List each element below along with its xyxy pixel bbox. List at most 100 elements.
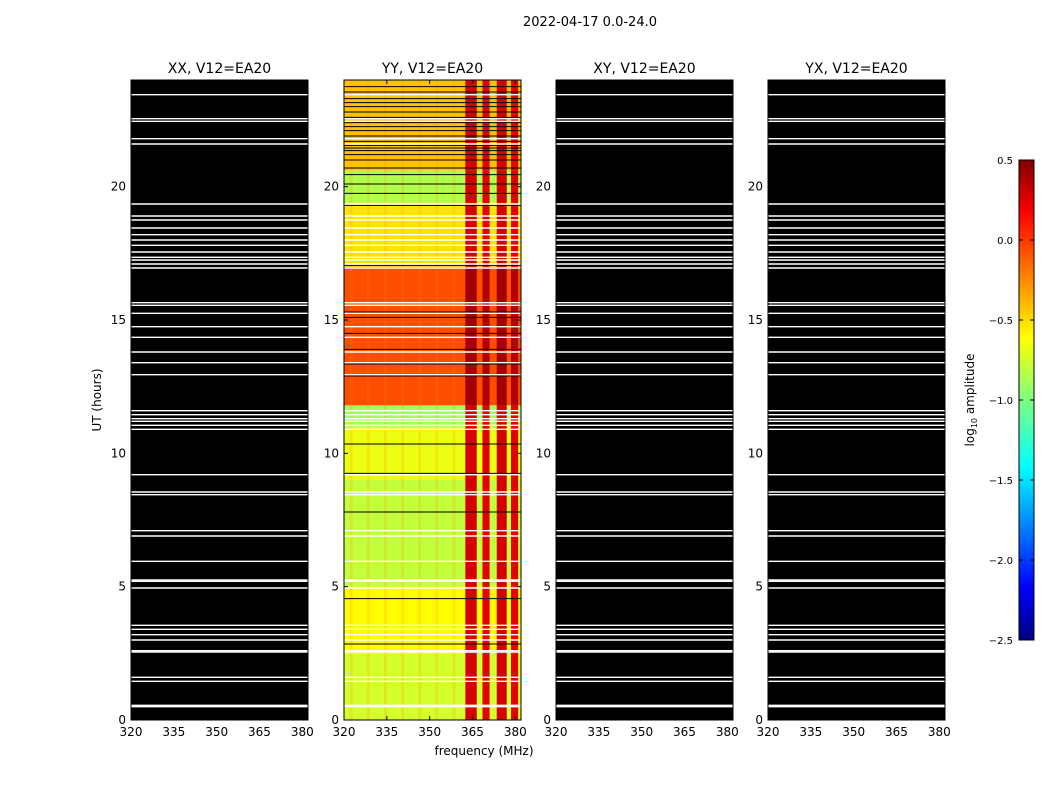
y-tick-label: 10: [324, 446, 339, 460]
hot-channel-cell: [511, 586, 519, 654]
heat-block: [344, 170, 521, 203]
yy-profile: [344, 80, 521, 720]
hot-channel-cell: [496, 586, 507, 654]
hot-channel-cell: [511, 653, 519, 720]
heat-block: [344, 405, 521, 427]
heat-block: [344, 266, 521, 406]
colorbar-tick-label: 0.5: [997, 156, 1013, 167]
y-tick-label: 0: [543, 713, 551, 727]
panel-frame: [130, 79, 309, 721]
colorbar-tick-label: −0.5: [989, 316, 1013, 327]
x-tick-label: 380: [291, 725, 314, 739]
hot-channel-cell: [496, 480, 507, 587]
heat-block: [344, 653, 521, 720]
colorbar-tick-label: −2.5: [989, 636, 1013, 647]
hot-channel-cell: [496, 170, 507, 203]
hot-channel-cell: [482, 170, 490, 203]
x-tick-label: 350: [842, 725, 865, 739]
texture-strip: [452, 80, 456, 720]
x-tick-label: 380: [504, 725, 527, 739]
x-tick-label: 350: [205, 725, 228, 739]
hot-channel-cell: [465, 266, 477, 406]
yy-black-rows: [344, 86, 521, 645]
colorbar: 0.5 0.0 −0.5 −1.0 −1.5 −2.0 −2.5 log10 amplitu…: [963, 156, 1035, 647]
y-tick-label: 15: [324, 313, 339, 327]
panel-title: XX, V12=EA20: [168, 61, 271, 77]
hot-channel-cell: [511, 80, 519, 171]
y-tick-label: 10: [111, 446, 126, 460]
hot-channel-cell: [465, 405, 477, 427]
gap-lines: [344, 93, 521, 708]
hot-channel-cell: [482, 586, 490, 654]
panel: YY, V12=EA20 320 335 350 365 380 0 5 10 15 20: [324, 61, 527, 739]
x-tick-label: 350: [418, 725, 441, 739]
hot-channel-cell: [496, 266, 507, 406]
x-tick-label: 320: [757, 725, 780, 739]
panel: XX, V12=EA20 320 335 350 365 380 0 5 10 15 20: [111, 61, 314, 739]
hot-channel-cell: [465, 653, 477, 720]
yy-texture: [349, 80, 456, 720]
panel-frame: [343, 79, 522, 721]
colorbar-ticks: 0.5 0.0 −0.5 −1.0 −1.5 −2.0 −2.5: [989, 156, 1034, 647]
texture-strip: [418, 80, 422, 720]
y-tick-label: 5: [543, 580, 551, 594]
panel-frame: [767, 79, 946, 721]
hot-channel-cell: [496, 80, 507, 171]
hot-channel-cell: [465, 480, 477, 587]
hot-channel-cell: [465, 586, 477, 654]
hot-channel-cell: [465, 426, 477, 480]
y-tick-label: 10: [536, 446, 551, 460]
y-axis-label: UT (hours): [90, 368, 104, 431]
x-tick-label: 380: [716, 725, 739, 739]
hot-channel-cell: [482, 480, 490, 587]
x-tick-label: 365: [461, 725, 484, 739]
heat-block: [344, 80, 521, 171]
panels-group: XX, V12=EA20 320 335 350 365 380 0 5 10 15 20 YY, V…: [111, 61, 951, 739]
colorbar-tick-label: −1.5: [989, 476, 1013, 487]
colorbar-label: log10 amplitude: [963, 354, 979, 447]
hot-channel-cell: [511, 170, 519, 203]
hot-channel-cell: [482, 80, 490, 171]
panel-frame: [555, 79, 734, 721]
panel-background: [131, 80, 308, 720]
x-tick-label: 320: [120, 725, 143, 739]
hot-channel-cell: [482, 653, 490, 720]
panel-background: [556, 80, 733, 720]
x-tick-label: 335: [799, 725, 822, 739]
y-tick-label: 15: [536, 313, 551, 327]
heat-block: [344, 586, 521, 654]
hot-channel-cell: [465, 170, 477, 203]
figure-title: 2022-04-17 0.0-24.0: [523, 15, 657, 30]
y-tick-label: 0: [755, 713, 763, 727]
gap-lines: [768, 93, 945, 708]
colorbar-tick-label: 0.0: [997, 236, 1013, 247]
x-tick-label: 320: [545, 725, 568, 739]
x-tick-label: 335: [162, 725, 185, 739]
hot-channel-cell: [511, 426, 519, 480]
y-tick-label: 5: [331, 580, 339, 594]
hot-channel-cell: [465, 80, 477, 171]
y-tick-label: 20: [324, 180, 339, 194]
y-tick-label: 20: [748, 180, 763, 194]
panel: YX, V12=EA20 320 335 350 365 380 0 5 10 15 20: [748, 61, 951, 739]
colorbar-tick-label: −1.0: [989, 396, 1013, 407]
texture-strip: [383, 80, 387, 720]
hot-channel-cell: [511, 266, 519, 406]
panel: XY, V12=EA20 320 335 350 365 380 0 5 10 15 20: [536, 61, 739, 739]
y-tick-label: 15: [111, 313, 126, 327]
texture-strip: [349, 80, 353, 720]
y-tick-label: 0: [331, 713, 339, 727]
colorbar-tick-label: −2.0: [989, 556, 1013, 567]
hot-channel-cell: [482, 426, 490, 480]
x-tick-label: 380: [928, 725, 951, 739]
heat-block: [344, 426, 521, 480]
heat-block: [344, 480, 521, 587]
texture-strip: [401, 80, 405, 720]
x-tick-label: 335: [587, 725, 610, 739]
panel-title: YY, V12=EA20: [381, 61, 483, 77]
gap-lines: [556, 93, 733, 708]
hot-channel-cell: [511, 480, 519, 587]
panel-background: [768, 80, 945, 720]
panel-title: YX, V12=EA20: [804, 61, 907, 77]
x-tick-label: 335: [375, 725, 398, 739]
